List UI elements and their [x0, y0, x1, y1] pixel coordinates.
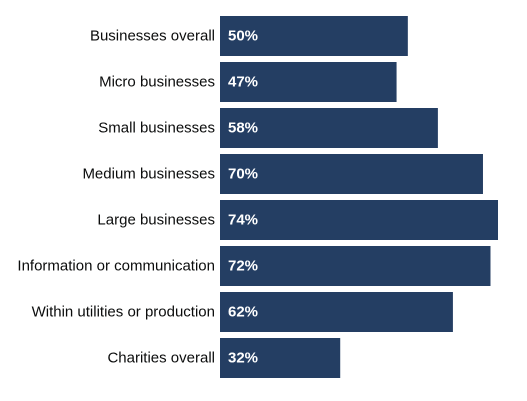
category-label: Charities overall — [107, 350, 215, 367]
value-label: 62% — [228, 304, 258, 321]
value-label: 74% — [228, 212, 258, 229]
value-label: 58% — [228, 120, 258, 137]
category-label: Within utilities or production — [32, 304, 215, 321]
value-labels: 50% 47% 58% 70% 74% 72% 62% 32% — [228, 28, 258, 367]
category-label: Information or communication — [17, 258, 215, 275]
bar — [220, 246, 491, 286]
value-label: 32% — [228, 350, 258, 367]
bar — [220, 292, 453, 332]
bar — [220, 16, 408, 56]
bars-layer — [220, 16, 498, 378]
bar — [220, 108, 438, 148]
bar — [220, 338, 341, 378]
value-label: 72% — [228, 258, 258, 275]
category-label: Businesses overall — [90, 28, 215, 45]
bar — [220, 200, 498, 240]
category-labels: Businesses overall Micro businesses Small … — [17, 28, 215, 367]
value-label: 47% — [228, 74, 258, 91]
value-label: 50% — [228, 28, 258, 45]
bar — [220, 154, 483, 194]
category-label: Small businesses — [98, 120, 215, 137]
category-label: Medium businesses — [82, 166, 215, 183]
category-label: Micro businesses — [99, 74, 215, 91]
bar — [220, 62, 397, 102]
category-label: Large businesses — [97, 212, 215, 229]
value-label: 70% — [228, 166, 258, 183]
